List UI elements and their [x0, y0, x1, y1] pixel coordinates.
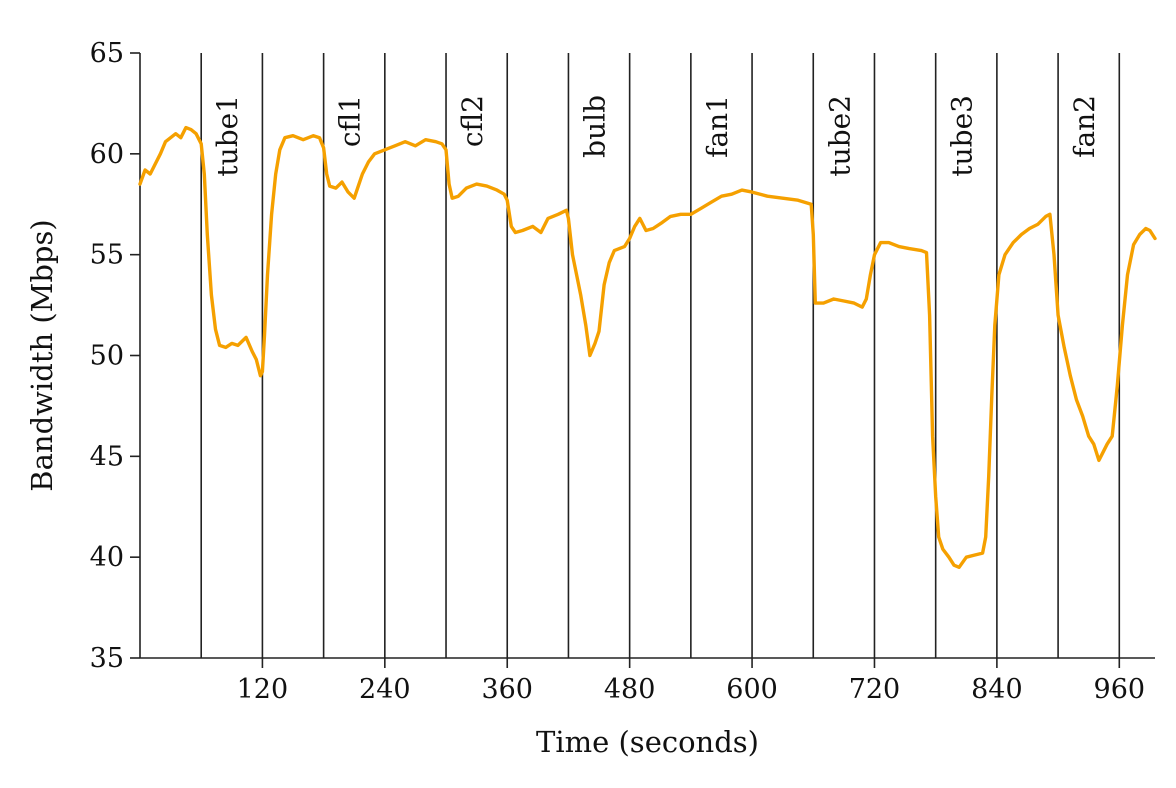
event-label-tube1: tube1 — [211, 95, 244, 177]
y-tick-label: 60 — [90, 139, 124, 170]
series-layer — [138, 125, 1157, 569]
y-axis-title: Bandwidth (Mbps) — [25, 219, 59, 491]
y-axis-ticks: 35 40 45 50 55 60 65 — [90, 38, 140, 674]
event-label-fan2: fan2 — [1068, 95, 1101, 158]
y-tick-label: 45 — [90, 441, 124, 472]
event-label-cfl2: cfl2 — [456, 95, 489, 147]
event-label-cfl1: cfl1 — [334, 95, 367, 147]
x-tick-label: 360 — [481, 674, 533, 705]
event-label-tube2: tube2 — [823, 95, 856, 177]
event-label-fan1: fan1 — [701, 95, 734, 158]
event-marker-lines — [200, 53, 1121, 658]
x-tick-label: 480 — [604, 674, 656, 705]
bandwidth-series-line — [138, 125, 1157, 569]
event-marker-labels: tube1 cfl1 cfl2 bulb fan1 tube2 tube3 fan2 — [211, 95, 1101, 177]
x-tick-label: 120 — [237, 674, 289, 705]
event-label-bulb: bulb — [578, 95, 611, 158]
y-tick-label: 40 — [90, 542, 124, 573]
x-axis-ticks: 120 240 360 480 600 720 840 960 — [237, 658, 1145, 705]
y-tick-label: 50 — [90, 341, 124, 372]
x-tick-label: 840 — [971, 674, 1023, 705]
y-tick-label: 55 — [90, 240, 124, 271]
x-tick-label: 720 — [849, 674, 901, 705]
x-tick-label: 960 — [1094, 674, 1146, 705]
y-tick-label: 65 — [90, 38, 124, 69]
event-label-tube3: tube3 — [946, 95, 979, 177]
x-axis-title: Time (seconds) — [536, 725, 759, 759]
y-tick-label: 35 — [90, 643, 124, 674]
x-tick-label: 600 — [726, 674, 778, 705]
x-tick-label: 240 — [359, 674, 411, 705]
axes — [139, 53, 1155, 659]
